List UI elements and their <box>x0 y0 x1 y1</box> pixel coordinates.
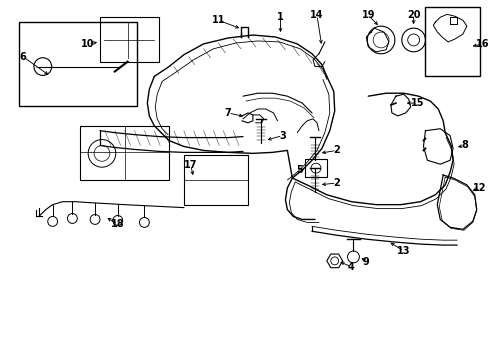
Text: 16: 16 <box>476 39 490 49</box>
Text: 8: 8 <box>462 140 468 150</box>
Text: 1: 1 <box>277 12 284 22</box>
Text: 17: 17 <box>184 160 197 170</box>
Bar <box>80 126 169 180</box>
Bar <box>19 22 138 106</box>
Text: 10: 10 <box>81 39 95 49</box>
Text: 9: 9 <box>363 257 369 267</box>
Text: 6: 6 <box>20 52 26 62</box>
Text: 7: 7 <box>225 108 232 118</box>
Text: 13: 13 <box>397 246 411 256</box>
Bar <box>100 17 159 62</box>
Text: 5: 5 <box>296 165 303 175</box>
Bar <box>305 159 327 177</box>
Text: 3: 3 <box>279 131 286 141</box>
Text: 4: 4 <box>348 262 355 272</box>
Text: 2: 2 <box>333 145 340 156</box>
Text: 12: 12 <box>473 183 487 193</box>
Text: 19: 19 <box>362 10 375 20</box>
Text: 18: 18 <box>111 219 124 229</box>
Bar <box>425 8 480 76</box>
Text: 2: 2 <box>333 178 340 188</box>
Bar <box>184 156 248 204</box>
Text: 14: 14 <box>310 10 324 20</box>
Text: 15: 15 <box>411 98 424 108</box>
Text: 20: 20 <box>407 10 420 20</box>
Text: 11: 11 <box>212 15 225 25</box>
